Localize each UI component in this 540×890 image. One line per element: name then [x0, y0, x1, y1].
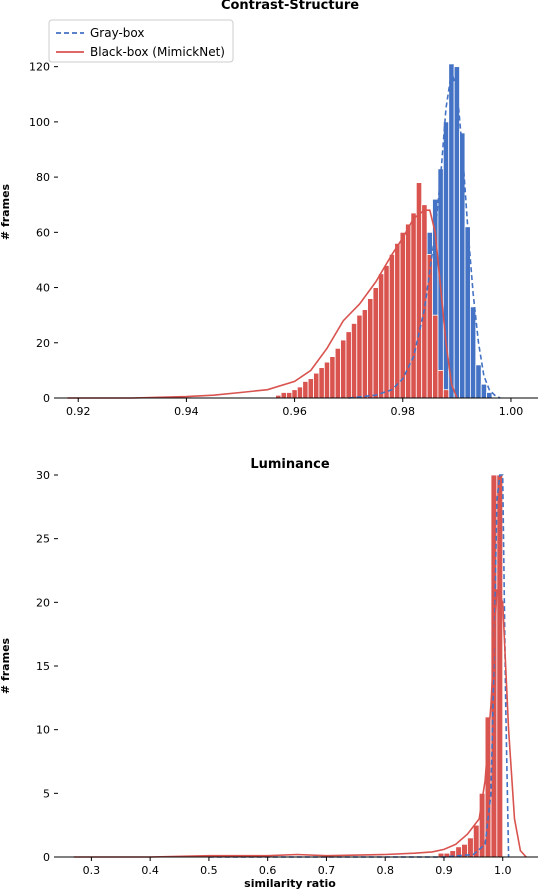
y-tick-label: 0 — [43, 851, 50, 864]
y-tick-label: 60 — [36, 226, 50, 239]
y-tick-label: 20 — [36, 337, 50, 350]
contrast-structure-panel: Contrast-Structure # frames 0.92 0.94 0.96… — [0, 0, 538, 418]
black-box-mimicknet-bar — [280, 392, 287, 399]
gray-box-density-line — [348, 71, 501, 399]
black-box-mimicknet-bar — [302, 381, 309, 399]
kde-curves-layer — [67, 71, 501, 399]
legend-gray-box-label: Gray-box — [90, 26, 145, 40]
y-tick-label: 100 — [29, 116, 50, 129]
y-tick-label: 0 — [43, 392, 50, 405]
black-box-mimicknet-bar — [286, 392, 293, 399]
black-box-mimicknet-bar — [437, 369, 444, 399]
axes-layer: 0.3 0.4 0.5 0.6 0.7 0.8 0.9 1.0 0 5 10 15 20 25 30 — [36, 469, 538, 877]
black-box-mimicknet-bar — [345, 331, 352, 399]
gray-box-bar — [486, 392, 493, 399]
x-tick-label: 0.6 — [259, 864, 277, 877]
luminance-panel: Luminance # frames similarity ratio 0.3 0… — [0, 457, 538, 890]
y-axis-label: # frames — [0, 183, 12, 240]
x-tick-label: 0.92 — [66, 405, 91, 418]
x-tick-label: 0.98 — [391, 405, 416, 418]
gray-box-bar — [448, 63, 455, 399]
axes-layer: 0.92 0.94 0.96 0.98 1.00 0 20 40 60 80 100 120 — [29, 61, 538, 418]
y-tick-label: 40 — [36, 282, 50, 295]
black-box-mimicknet-bar — [410, 212, 417, 399]
x-tick-label: 0.8 — [376, 864, 394, 877]
black-box-mimicknet-bar — [394, 242, 401, 399]
black-box-mimicknet-bar — [361, 309, 369, 399]
black-box-mimicknet-bar — [432, 314, 439, 399]
black-box-mimicknet-bar — [442, 389, 450, 399]
black-box-mimicknet-bar — [334, 347, 341, 399]
black-box-mimicknet-bar — [367, 298, 374, 399]
black-box-mimicknet-bar — [383, 265, 390, 399]
y-tick-label: 15 — [36, 660, 50, 673]
y-axis-label: # frames — [0, 637, 12, 694]
black-box-mimicknet-bar — [372, 287, 379, 399]
legend-box — [48, 19, 234, 63]
black-box-mimicknet-bar — [340, 339, 347, 399]
x-tick-label: 0.7 — [318, 864, 336, 877]
y-tick-label: 120 — [29, 61, 50, 74]
y-tick-label: 80 — [36, 171, 50, 184]
x-axis-label: similarity ratio — [244, 877, 336, 890]
gray-box-density-line — [208, 474, 510, 858]
x-tick-label: 1.0 — [494, 864, 512, 877]
bars-layer — [275, 63, 493, 399]
black-box-mimicknet-bar — [378, 273, 385, 399]
y-tick-label: 20 — [36, 596, 50, 609]
x-tick-label: 0.94 — [174, 405, 199, 418]
kde-curves-layer — [73, 474, 527, 858]
black-box-mimicknet-bar — [388, 254, 396, 399]
x-tick-label: 0.4 — [141, 864, 159, 877]
gray-box-bar — [480, 383, 488, 399]
y-tick-label: 5 — [43, 787, 50, 800]
black-box-mimicknet-bar — [356, 314, 363, 399]
black-box-mimicknet-bar — [307, 378, 314, 399]
black-box-mimicknet-bar — [291, 389, 298, 399]
black-box-mimicknet-bar — [329, 356, 336, 399]
chart-title: Contrast-Structure — [221, 0, 359, 13]
black-box-mimicknet-bar — [496, 474, 504, 858]
legend: Gray-box Black-box (MimickNet) — [48, 19, 234, 63]
black-box-mimicknet-bar — [296, 386, 304, 399]
black-box-mimicknet-bar — [313, 372, 320, 399]
black-box-mimicknet-bar — [421, 204, 428, 399]
black-box-mimicknet-bar — [426, 254, 433, 399]
x-tick-label: 0.5 — [200, 864, 218, 877]
gray-box-bar — [475, 364, 482, 399]
y-tick-label: 30 — [36, 469, 50, 482]
y-tick-label: 25 — [36, 533, 50, 546]
black-box-mimicknet-density-line — [67, 209, 458, 399]
gray-box-bar — [469, 306, 477, 399]
black-box-mimicknet-bar — [323, 361, 331, 399]
chart-title: Luminance — [250, 457, 330, 472]
x-tick-label: 1.00 — [499, 405, 524, 418]
black-box-mimicknet-bar — [350, 323, 358, 399]
x-tick-label: 0.9 — [435, 864, 453, 877]
x-tick-label: 0.96 — [282, 405, 307, 418]
x-tick-label: 0.3 — [83, 864, 101, 877]
legend-black-box-label: Black-box (MimickNet) — [90, 45, 225, 59]
y-tick-label: 10 — [36, 724, 50, 737]
black-box-mimicknet-density-line — [73, 589, 527, 858]
black-box-mimicknet-bar — [318, 367, 325, 399]
